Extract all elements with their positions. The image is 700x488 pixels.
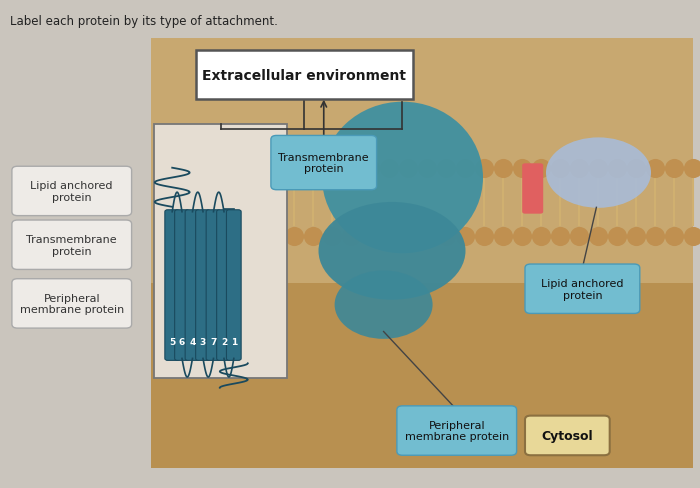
Point [536, 164, 547, 172]
FancyBboxPatch shape [525, 416, 610, 455]
Text: 6: 6 [179, 337, 185, 346]
Point [554, 164, 566, 172]
Text: Lipid anchored
protein: Lipid anchored protein [31, 181, 113, 203]
FancyBboxPatch shape [271, 136, 377, 190]
Text: 1: 1 [231, 337, 237, 346]
Text: Lipid anchored
protein: Lipid anchored protein [541, 278, 624, 300]
FancyBboxPatch shape [154, 124, 287, 378]
Ellipse shape [322, 102, 483, 254]
Point [365, 164, 376, 172]
Text: 3: 3 [200, 337, 206, 346]
FancyBboxPatch shape [150, 39, 693, 468]
Point [288, 164, 300, 172]
Point [687, 233, 699, 241]
FancyBboxPatch shape [12, 279, 132, 328]
Point [668, 233, 680, 241]
Point [307, 233, 318, 241]
Text: 2: 2 [221, 337, 227, 346]
FancyBboxPatch shape [525, 264, 640, 314]
Point [345, 233, 356, 241]
Point [478, 164, 489, 172]
Text: Transmembrane
protein: Transmembrane protein [27, 234, 117, 256]
Point [592, 164, 603, 172]
Point [384, 233, 395, 241]
Point [421, 164, 433, 172]
Point [402, 164, 414, 172]
Text: Cytosol: Cytosol [542, 429, 593, 442]
Point [459, 233, 470, 241]
Point [650, 164, 661, 172]
Point [611, 164, 622, 172]
Point [536, 233, 547, 241]
FancyBboxPatch shape [12, 167, 132, 216]
FancyBboxPatch shape [217, 210, 231, 361]
Point [592, 233, 603, 241]
FancyBboxPatch shape [185, 210, 200, 361]
FancyBboxPatch shape [165, 210, 179, 361]
Text: Label each protein by its type of attachment.: Label each protein by its type of attach… [10, 15, 279, 28]
FancyBboxPatch shape [206, 210, 221, 361]
Point [498, 164, 509, 172]
FancyBboxPatch shape [175, 210, 189, 361]
Text: Extracellular environment: Extracellular environment [202, 69, 407, 82]
Ellipse shape [335, 271, 433, 339]
Point [440, 164, 452, 172]
FancyBboxPatch shape [196, 51, 413, 100]
Point [650, 233, 661, 241]
Text: Transmembrane
protein: Transmembrane protein [279, 152, 369, 174]
Text: 7: 7 [210, 337, 217, 346]
Point [631, 164, 642, 172]
FancyBboxPatch shape [150, 283, 693, 468]
Point [687, 164, 699, 172]
Point [611, 233, 622, 241]
Text: 4: 4 [189, 337, 196, 346]
Point [288, 233, 300, 241]
FancyBboxPatch shape [227, 210, 241, 361]
Point [554, 233, 566, 241]
Point [517, 233, 528, 241]
FancyBboxPatch shape [195, 210, 210, 361]
Point [402, 233, 414, 241]
FancyBboxPatch shape [522, 164, 543, 214]
Ellipse shape [318, 203, 466, 300]
Point [440, 233, 452, 241]
Point [631, 233, 642, 241]
FancyBboxPatch shape [12, 221, 132, 270]
Point [498, 233, 509, 241]
Point [365, 233, 376, 241]
Point [326, 164, 337, 172]
Text: Peripheral
membrane protein: Peripheral membrane protein [20, 293, 124, 315]
Point [421, 233, 433, 241]
Point [307, 164, 318, 172]
Point [345, 164, 356, 172]
Ellipse shape [546, 138, 651, 208]
Text: 5: 5 [169, 337, 175, 346]
FancyBboxPatch shape [397, 406, 517, 455]
Point [326, 233, 337, 241]
Point [668, 164, 680, 172]
Point [573, 233, 584, 241]
Point [478, 233, 489, 241]
Point [517, 164, 528, 172]
Point [384, 164, 395, 172]
Text: Peripheral
membrane protein: Peripheral membrane protein [405, 420, 509, 442]
Point [459, 164, 470, 172]
Point [573, 164, 584, 172]
